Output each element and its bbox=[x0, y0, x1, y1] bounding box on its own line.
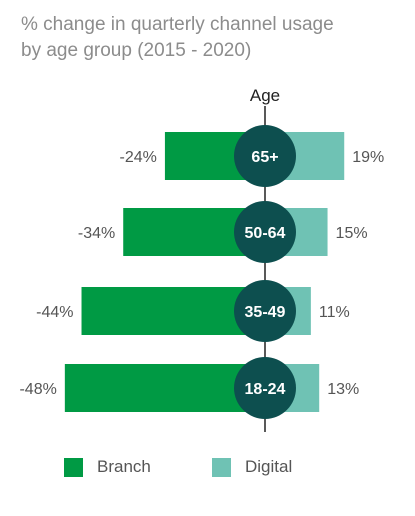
data-label-digital-18-24: 13% bbox=[327, 381, 359, 398]
category-label-65+: 65+ bbox=[251, 149, 278, 166]
category-label-18-24: 18-24 bbox=[245, 381, 286, 398]
data-label-branch-35-49: -44% bbox=[36, 304, 73, 321]
chart-title-line-2: by age group (2015 - 2020) bbox=[21, 40, 252, 61]
category-circle-50-64 bbox=[234, 201, 296, 263]
data-label-branch-18-24: -48% bbox=[19, 381, 56, 398]
chart-title: % change in quarterly channel usage by a… bbox=[21, 12, 334, 64]
data-label-branch-65+: -24% bbox=[120, 149, 157, 166]
data-label-digital-50-64: 15% bbox=[336, 225, 368, 242]
category-label-35-49: 35-49 bbox=[245, 304, 286, 321]
category-circle-18-24 bbox=[234, 357, 296, 419]
category-circle-35-49 bbox=[234, 280, 296, 342]
data-label-digital-35-49: 11% bbox=[319, 304, 350, 321]
category-label-50-64: 50-64 bbox=[245, 225, 286, 242]
axis-label-age: Age bbox=[250, 86, 280, 105]
bar-branch-18-24 bbox=[64, 364, 265, 412]
data-label-digital-65+: 19% bbox=[352, 149, 384, 166]
chart-title-line-1: % change in quarterly channel usage bbox=[21, 14, 334, 35]
data-label-branch-50-64: -34% bbox=[78, 225, 115, 242]
category-circle-65+ bbox=[234, 125, 296, 187]
